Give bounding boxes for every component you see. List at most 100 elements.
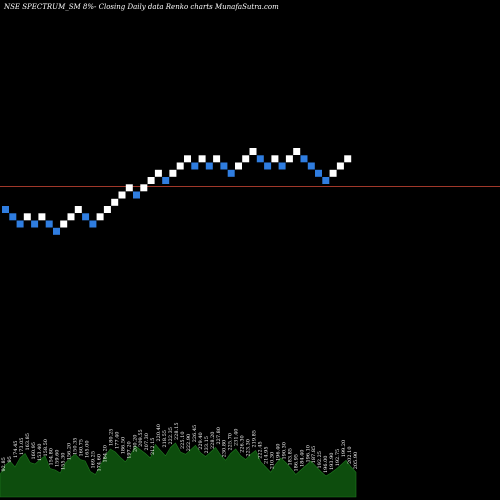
volume-label: 169.25 — [91, 451, 97, 469]
renko-brick-up — [74, 206, 82, 213]
renko-brick-down — [2, 206, 9, 213]
volume-label: 233.15 — [204, 436, 210, 454]
volume-label: 155.30 — [61, 453, 67, 471]
volume-label: 220.40 — [156, 424, 162, 442]
volume-label: 226.30 — [240, 435, 246, 453]
volume-area-path — [0, 442, 357, 498]
volume-label: 230.80 — [222, 440, 228, 458]
renko-brick-up — [344, 155, 352, 163]
volume-label: 231.40 — [234, 429, 240, 447]
renko-brick-up — [140, 184, 148, 192]
volume-label: 229.40 — [198, 432, 204, 450]
renko-brick-up — [271, 155, 279, 163]
volume-label: 200.20 — [132, 435, 138, 453]
renko-brick-down — [205, 162, 213, 170]
volume-label: 180.25 — [108, 429, 114, 447]
renko-brick-down — [82, 213, 90, 221]
volume-label: 222.35 — [168, 427, 174, 445]
renko-brick-down — [16, 220, 24, 228]
volume-label: 186.50 — [120, 437, 126, 455]
renko-brick-down — [322, 177, 330, 184]
renko-bricks — [2, 148, 352, 235]
volume-label: 153.40 — [37, 444, 43, 462]
volume-label: 226.45 — [192, 425, 198, 443]
volume-label: 184.20 — [102, 445, 108, 463]
volume-label: 177.40 — [114, 432, 120, 450]
renko-brick-down — [300, 155, 308, 163]
renko-brick-down — [264, 162, 272, 170]
renko-brick-down — [307, 162, 315, 170]
renko-brick-up — [111, 198, 119, 206]
renko-brick-up — [118, 191, 126, 199]
volume-label: 156.20 — [67, 443, 73, 461]
volume-label: 228.15 — [174, 423, 180, 441]
volume-label: 183.85 — [287, 448, 293, 466]
volume-label: 192.75 — [335, 449, 341, 467]
volume-label: 219.85 — [252, 430, 258, 448]
renko-brick-up — [285, 155, 293, 163]
volume-label: 202.10 — [347, 447, 353, 465]
volume-label: 228.20 — [210, 432, 216, 450]
renko-brick-up — [235, 162, 242, 170]
renko-brick-up — [147, 177, 155, 184]
volume-label: 225.10 — [180, 432, 186, 450]
volume-label: 210.30 — [270, 452, 276, 470]
renko-brick-up — [154, 169, 162, 177]
volume-label: 190.30 — [281, 442, 287, 460]
volume-label: 205.90 — [353, 452, 359, 470]
renko-brick-down — [133, 191, 140, 199]
renko-brick-up — [249, 148, 257, 155]
renko-brick-down — [256, 155, 264, 163]
renko-brick-down — [315, 169, 322, 177]
volume-label: 165.00 — [85, 441, 91, 459]
volume-label: 209.55 — [138, 429, 144, 447]
renko-brick-up — [169, 169, 177, 177]
volume-label: 186.95 — [293, 454, 299, 472]
renko-brick-up — [198, 155, 206, 163]
volume-label: 196.40 — [275, 444, 281, 462]
renko-brick-up — [336, 162, 344, 170]
renko-brick-down — [220, 162, 228, 170]
renko-brick-up — [60, 220, 68, 228]
renko-brick-down — [191, 162, 199, 170]
volume-label: 214.95 — [264, 447, 270, 465]
volume-label: 173.05 — [19, 438, 25, 456]
renko-brick-up — [103, 206, 111, 213]
renko-brick-up — [293, 148, 301, 155]
renko-brick-up — [23, 213, 31, 221]
volume-label: 207.30 — [144, 433, 150, 451]
renko-brick-down — [89, 220, 97, 228]
volume-label: 193.90 — [329, 453, 335, 471]
renko-brick-up — [176, 162, 184, 170]
renko-brick-up — [96, 213, 104, 221]
renko-brick-up — [242, 155, 250, 163]
volume-label: 187.85 — [311, 446, 317, 464]
volume-label: 163.85 — [25, 433, 31, 451]
volume-label: 192.25 — [317, 451, 323, 469]
renko-brick-down — [227, 169, 235, 177]
volume-label: 196.10 — [305, 445, 311, 463]
renko-brick-down — [31, 220, 39, 228]
volume-label: 184.40 — [299, 450, 305, 468]
renko-brick-up — [213, 155, 221, 163]
renko-brick-down — [53, 227, 60, 235]
volume-label: 158.50 — [43, 439, 49, 457]
volume-label: 160.75 — [79, 439, 85, 457]
renko-brick-down — [162, 177, 170, 184]
volume-label: 150.35 — [73, 438, 79, 456]
renko-brick-down — [9, 213, 17, 221]
volume-label: 160.95 — [31, 442, 37, 460]
volume-label: 212.15 — [150, 438, 156, 456]
chart-title: NSE SPECTRUM_SM 8%- Closing Daily data R… — [3, 3, 279, 11]
volume-label: 222.45 — [258, 441, 264, 459]
volume-label: 222.90 — [186, 434, 192, 452]
renko-brick-up — [184, 155, 191, 163]
renko-brick-down — [45, 220, 53, 228]
volume-label: 227.80 — [216, 427, 222, 445]
volume-label: 199.20 — [341, 440, 347, 458]
renko-brick-up — [38, 213, 46, 221]
volume-label: 196.00 — [323, 456, 329, 474]
renko-brick-down — [278, 162, 286, 170]
